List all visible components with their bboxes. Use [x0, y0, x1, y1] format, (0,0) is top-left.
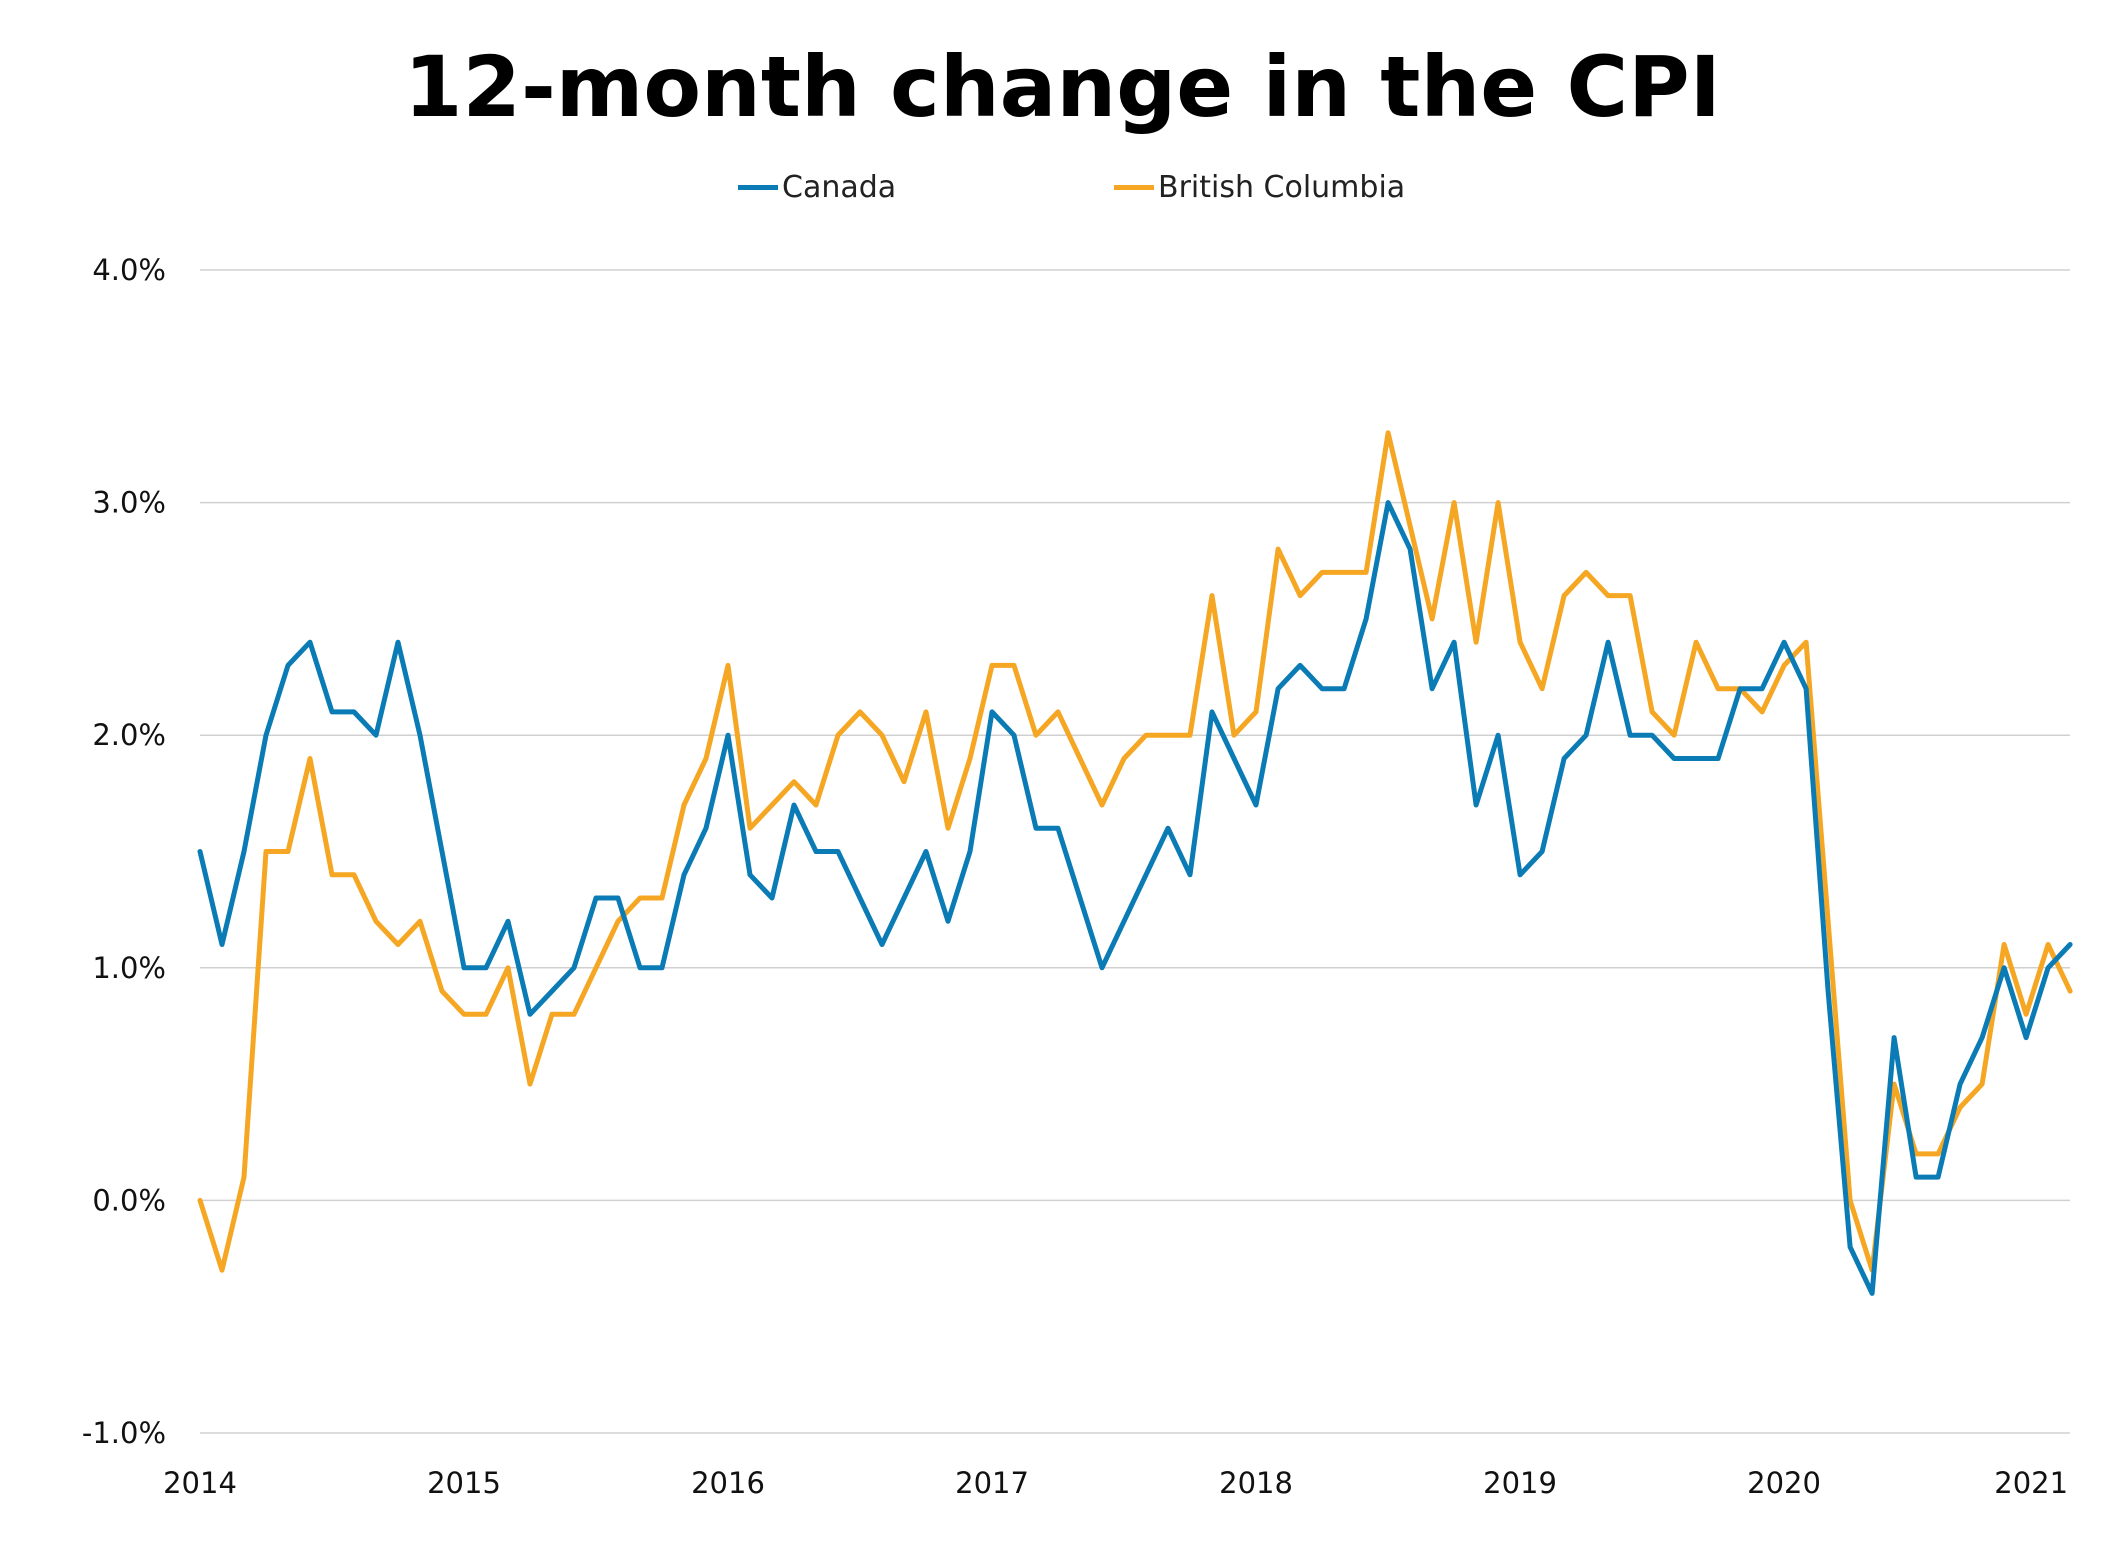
- y-tick-label: 2.0%: [92, 718, 166, 752]
- legend-item-british-columbia: British Columbia: [1114, 170, 1405, 205]
- series-line-british-columbia: [197, 430, 2073, 1273]
- y-axis-ticks: -1.0% 0.0% 1.0% 2.0% 3.0% 4.0%: [82, 253, 166, 1450]
- x-tick-label: 2021: [1994, 1466, 2068, 1500]
- y-tick-label: -1.0%: [82, 1416, 166, 1450]
- x-axis-ticks: 2014 2015 2016 2017 2018 2019 2020 2021: [163, 1466, 2068, 1500]
- y-tick-label: 1.0%: [92, 951, 166, 985]
- x-tick-label: 2018: [1219, 1466, 1293, 1500]
- x-tick-label: 2020: [1747, 1466, 1821, 1500]
- gridlines: [200, 269, 2070, 1434]
- x-tick-label: 2017: [955, 1466, 1029, 1500]
- legend: Canada British Columbia: [0, 170, 2125, 210]
- chart-title: 12-month change in the CPI: [404, 38, 1721, 136]
- y-tick-label: 4.0%: [92, 253, 166, 287]
- legend-swatch-british-columbia: [1114, 185, 1154, 190]
- x-tick-label: 2015: [427, 1466, 501, 1500]
- y-tick-label: 3.0%: [92, 486, 166, 520]
- x-tick-label: 2016: [691, 1466, 765, 1500]
- legend-label-british-columbia: British Columbia: [1158, 170, 1406, 205]
- legend-swatch-canada: [738, 185, 778, 190]
- series-lines: [197, 430, 2073, 1296]
- x-tick-label: 2019: [1483, 1466, 1557, 1500]
- series-line-canada: [197, 500, 2073, 1296]
- legend-label-canada: Canada: [782, 170, 897, 205]
- x-tick-label: 2014: [163, 1466, 237, 1500]
- y-tick-label: 0.0%: [92, 1183, 166, 1217]
- legend-item-canada: Canada: [738, 170, 896, 205]
